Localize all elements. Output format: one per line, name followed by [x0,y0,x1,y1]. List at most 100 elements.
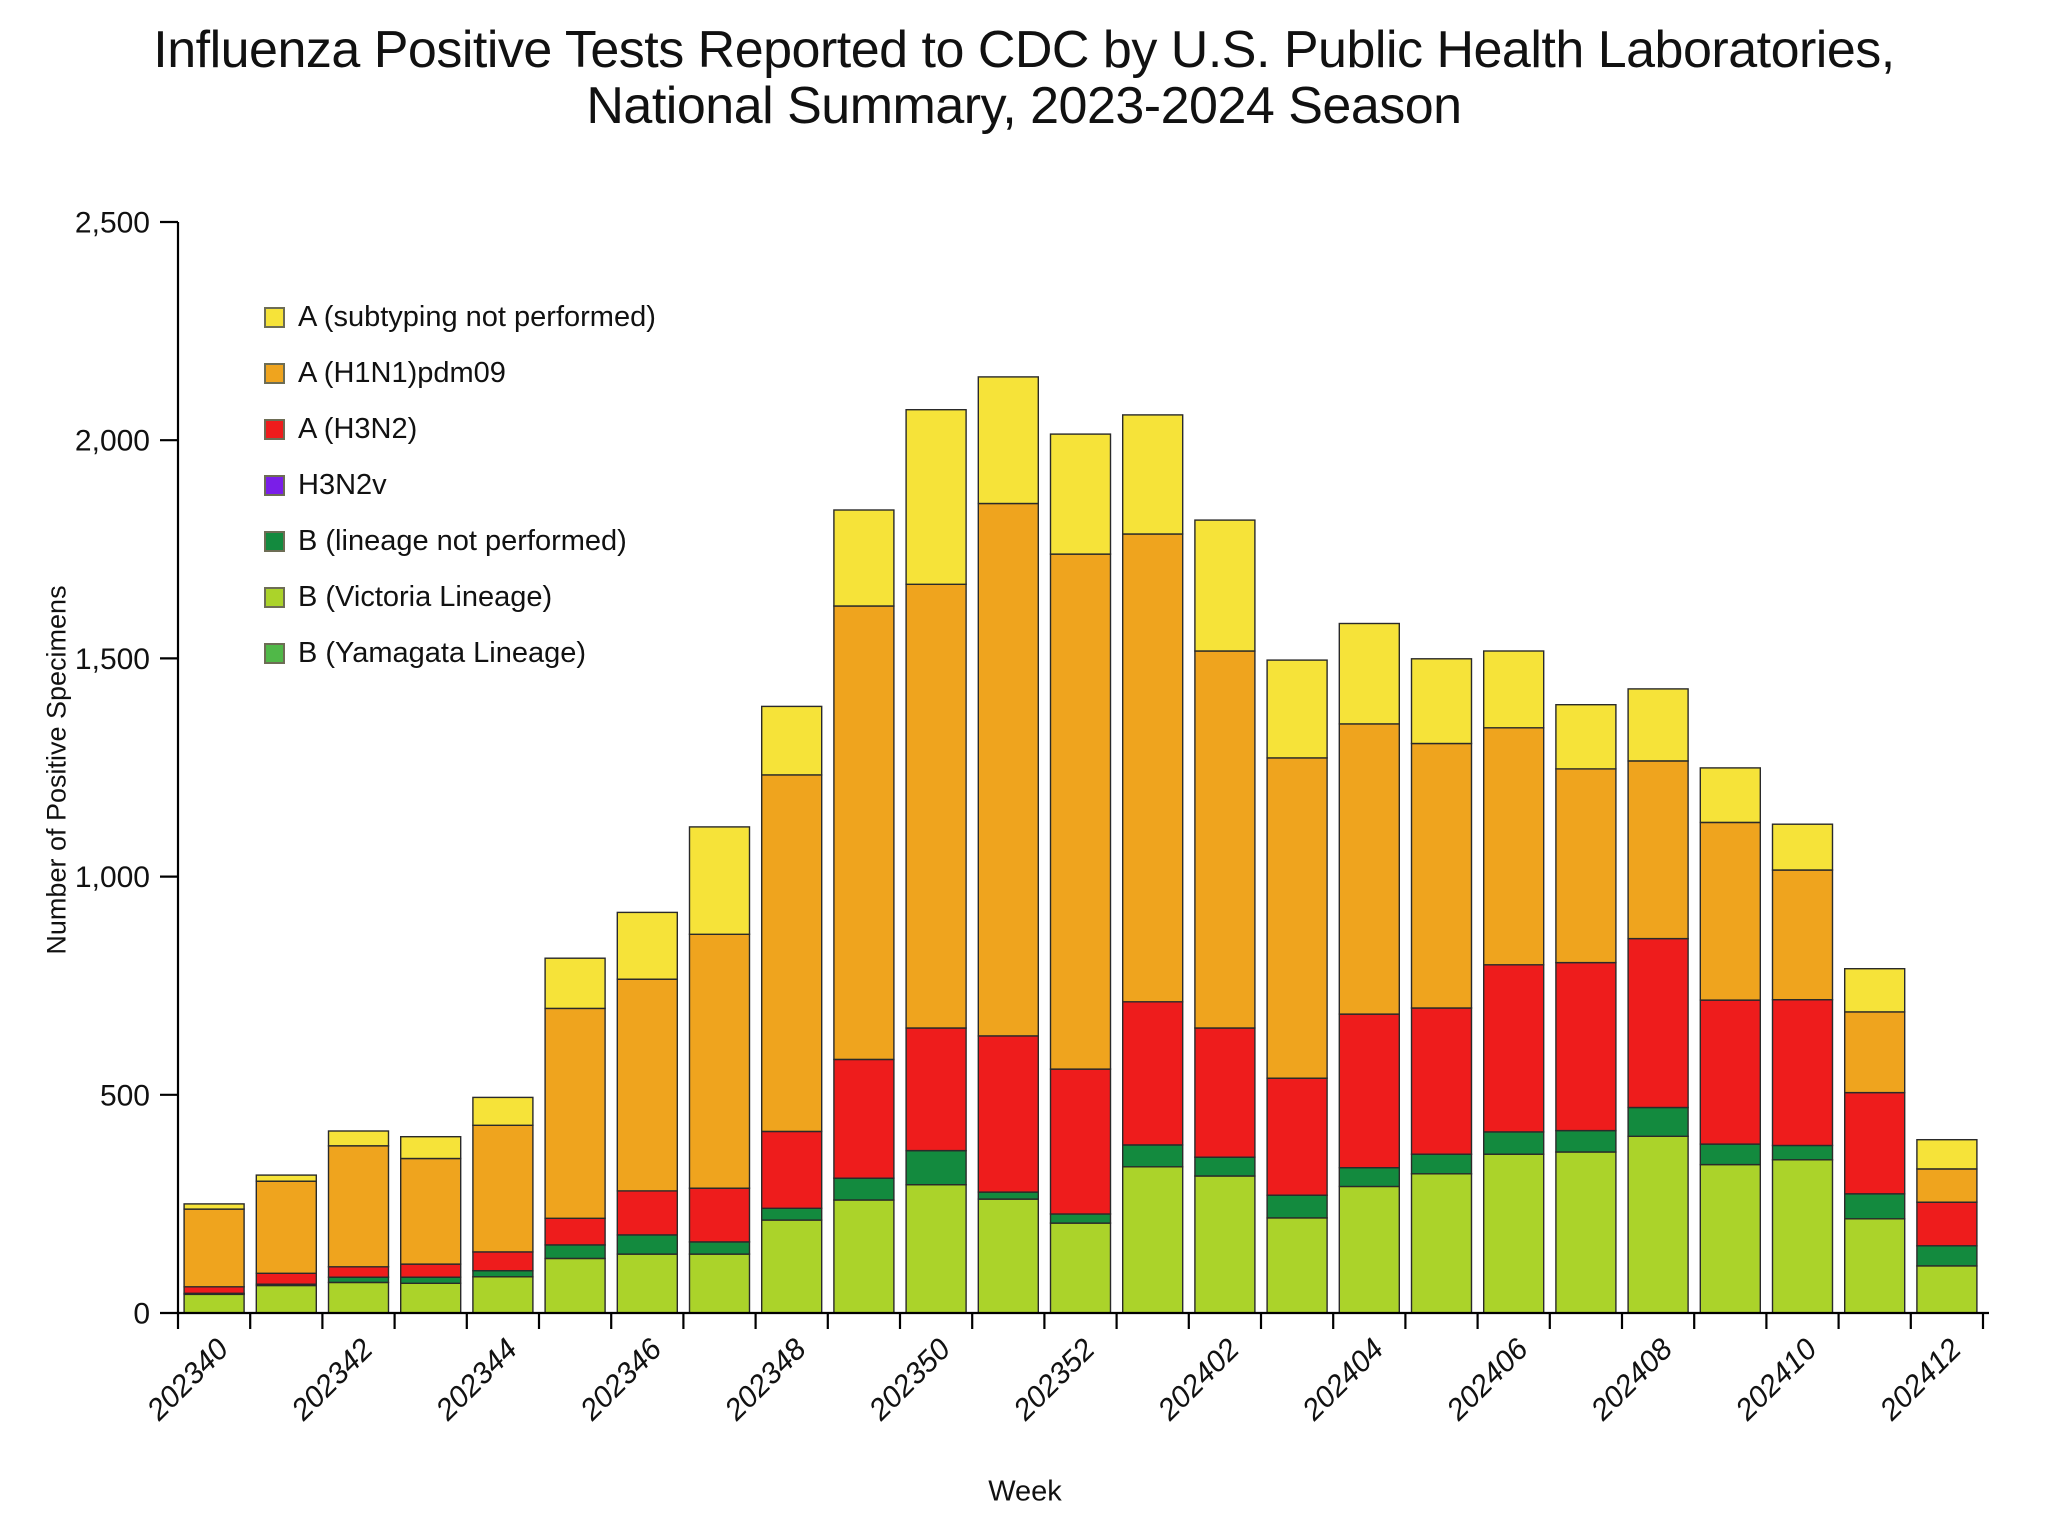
bar-segment [761,705,823,776]
bar-segment [472,1096,534,1127]
legend-item: A (subtyping not performed) [264,289,656,345]
bar-segment [688,1241,751,1255]
bar-segment [761,1130,823,1210]
bar-segment [544,1244,606,1260]
bar-segment [1194,1027,1256,1158]
bar-segment [688,826,751,936]
bar-segment [1266,757,1328,1079]
bar-segment [1627,1135,1689,1314]
bar-segment [1482,727,1545,966]
legend-item-label: B (Victoria Lineage) [298,580,553,613]
legend-item-label: B (lineage not performed) [298,524,627,557]
bar-segment [327,1276,390,1284]
bar-segment [1843,1193,1906,1220]
x-tick-label: 202352 [1007,1332,1102,1427]
bar-segment [183,1208,245,1288]
bar-segment [1555,961,1617,1132]
bar-segment [1410,1173,1473,1314]
bar-segment [1410,742,1473,1009]
bar-segment [1194,650,1256,1029]
x-tick-label: 202406 [1440,1332,1535,1427]
bar-segment [1121,1144,1184,1168]
bar-segment [1771,999,1834,1147]
legend-swatch-icon [264,586,285,608]
bar-segment [1194,1156,1256,1177]
legend-item: H3N2v [264,457,656,513]
legend-item: B (lineage not performed) [264,513,656,569]
bar-segment [1627,1106,1689,1137]
bar-segment [1555,768,1617,964]
legend-item-label: H3N2v [298,468,387,501]
bar-segment [1338,723,1401,1015]
bar-segment [472,1269,534,1278]
bar-segment [327,1145,390,1268]
bar-segment [1916,1168,1978,1203]
bar-segment [1771,823,1834,871]
bar-segment [761,774,823,1133]
bar-segment [616,978,678,1192]
bar-segment [1121,533,1184,1003]
bar-segment [905,409,967,586]
bar-segment [616,911,678,980]
bar-segment [1699,999,1762,1145]
bar-segment [1843,1091,1906,1195]
legend-item: A (H3N2) [264,401,656,457]
chart-title-line2: National Summary, 2023-2024 Season [586,77,1462,135]
legend-swatch-icon [264,474,285,496]
bar-segment [1049,1222,1112,1314]
bar-segment [183,1293,245,1314]
bar-segment [1121,414,1184,535]
bar-segment [327,1130,390,1147]
bar-segment [1049,433,1112,555]
bar-segment [977,1191,1039,1200]
bar-segment [472,1251,534,1272]
x-tick-label: 202342 [285,1332,380,1427]
bar-segment [616,1190,678,1236]
bar-segment [1049,1068,1112,1215]
bar-segment [1916,1265,1978,1314]
legend-swatch-icon [264,530,285,552]
bar-segment [544,1217,606,1246]
y-tick-label: 1,500 [75,643,150,676]
bar-segment [1555,704,1617,770]
x-tick-label: 202410 [1729,1332,1824,1427]
bar-segment [1771,869,1834,1001]
bar-segment [616,1253,678,1314]
bar-segment [183,1286,245,1295]
bar-segment [1194,1175,1256,1314]
bar-segment [1049,553,1112,1070]
bar-segment [1049,1213,1112,1224]
bar-segment [327,1265,390,1278]
bar-segment [1266,659,1328,759]
bar-segment [1627,760,1689,940]
bar-segment [1338,1185,1401,1314]
bar-segment [400,1157,462,1265]
bar-segment [544,1007,606,1220]
legend-swatch-icon [264,362,285,384]
bar-segment [761,1207,823,1221]
bar-segment [1916,1138,1978,1170]
bar-segment [1699,821,1762,1001]
bar-segment [1482,650,1545,729]
bar-segment [255,1272,317,1285]
bar-segment [327,1281,390,1314]
x-tick-label: 202408 [1584,1332,1679,1427]
bar-segment [400,1135,462,1160]
legend-item-label: B (Yamagata Lineage) [298,636,587,669]
y-tick-label: 2,000 [75,425,150,458]
bar-segment [1916,1201,1978,1247]
bar-segment [688,1187,751,1243]
bar-segment [544,1257,606,1314]
bar-segment [833,1058,895,1179]
legend-swatch-icon [264,642,285,664]
bar-segment [1482,964,1545,1133]
legend-swatch-icon [264,418,285,440]
bar-segment [977,502,1039,1037]
legend-item: B (Yamagata Lineage) [264,625,656,681]
bar-segment [833,605,895,1061]
bar-segment [1482,1153,1545,1314]
bar-segment [255,1180,317,1274]
